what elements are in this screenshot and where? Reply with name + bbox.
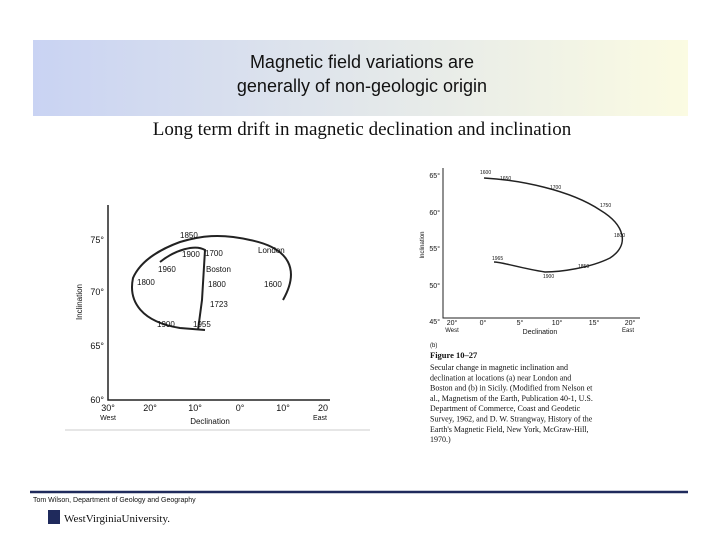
caption-line: Secular change in magnetic inclination a…	[430, 363, 568, 372]
logo: WestVirginiaUniversity.	[64, 513, 170, 525]
x-tick-label: 20	[318, 403, 328, 413]
x-tick-label: 20°	[625, 319, 636, 327]
caption-line: Earth's Magnetic Field, New York, McGraw…	[430, 425, 589, 434]
panel-label: (b)	[430, 343, 437, 349]
boston-curve	[159, 246, 207, 331]
x-tick-label: 20°	[143, 403, 157, 413]
y-tick-label: 65°	[429, 172, 440, 180]
axes	[107, 205, 330, 401]
figure-b: 65°60°55°50°45° 20° 0° 5° 10° 15° 20°West EastD…	[420, 168, 640, 444]
point-label: 1800	[208, 280, 226, 289]
label: West	[100, 415, 116, 422]
point-label: 1960	[158, 265, 176, 274]
point-label: 1723	[210, 300, 228, 309]
label: East	[313, 415, 327, 422]
y-axis-label: Inclination	[75, 284, 84, 320]
point-label: Boston	[206, 265, 231, 274]
label: East	[622, 328, 634, 334]
caption-line: Department of Commerce, Coast and Geodet…	[430, 404, 581, 413]
x-tick-label: 10°	[188, 403, 202, 413]
title: generally of non-geologic origin	[237, 76, 487, 96]
x-tick-label: 20°	[447, 319, 458, 327]
axes	[442, 168, 640, 319]
point-label: 1965	[492, 256, 503, 262]
header-band	[33, 40, 688, 116]
point-label: 1955	[193, 320, 211, 329]
point-label: 1750	[600, 203, 611, 209]
x-tick-label: 0°	[236, 403, 245, 413]
point-label: 1700	[205, 249, 223, 258]
x-tick-label: 10°	[552, 319, 563, 327]
footer-credit: Tom Wilson, Department of Geology and Ge…	[33, 497, 196, 504]
y-tick-label: 50°	[429, 282, 440, 290]
point-label: 1900	[182, 250, 200, 259]
y-tick-label: 60°	[429, 209, 440, 217]
caption-line: 1970.)	[430, 435, 451, 444]
london-curve	[131, 234, 292, 331]
point-label: 1900	[543, 274, 554, 280]
sicily-curve	[483, 177, 624, 273]
x-tick-label: 5°	[517, 319, 524, 327]
y-tick-label: 60°	[90, 395, 104, 405]
x-tick-label: 0°	[480, 319, 487, 327]
y-tick-label: 55°	[429, 245, 440, 253]
point-label: 1800	[137, 278, 155, 287]
point-label: London	[258, 246, 285, 255]
point-label: 1600	[264, 280, 282, 289]
caption-line: Survey, 1962, and D. W. Strangway, Histo…	[430, 415, 593, 424]
y-axis-label: Inclination	[420, 231, 426, 258]
x-tick-label: 10°	[276, 403, 290, 413]
x-tick-label: 30°	[101, 403, 115, 413]
point-label: 1900	[157, 320, 175, 329]
x-axis-label: Declination	[523, 329, 558, 336]
title: Magnetic field variations are	[250, 52, 474, 72]
point-label: 1850	[578, 264, 589, 270]
figure-a: 75° 70° 65° 60°30° 20° 10° 0° 10° 20 West East Decl…	[65, 205, 370, 431]
point-label: 1600	[480, 170, 491, 176]
subtitle: Long term drift in magnetic declination …	[153, 119, 572, 140]
caption-line: al., Magnetism of the Earth, Publication…	[430, 394, 593, 403]
point-label: 1800	[614, 233, 625, 239]
point-label: 1700	[550, 185, 561, 191]
y-tick-label: 70°	[90, 287, 104, 297]
logo-mark	[48, 510, 60, 524]
caption-line: declination at locations (a) near London…	[430, 373, 571, 382]
x-tick-label: 15°	[589, 319, 600, 327]
x-axis-label: Declination	[190, 417, 230, 426]
point-label: 1650	[500, 176, 511, 182]
caption-line: Boston and (b) in Sicily. (Modified from…	[430, 384, 593, 393]
y-tick-label: 75°	[90, 235, 104, 245]
point-label: 1850	[180, 231, 198, 240]
caption-title: Figure 10–27	[430, 350, 478, 360]
y-tick-label: 65°	[90, 341, 104, 351]
label: West	[445, 328, 459, 334]
y-tick-label: 45°	[429, 318, 440, 326]
